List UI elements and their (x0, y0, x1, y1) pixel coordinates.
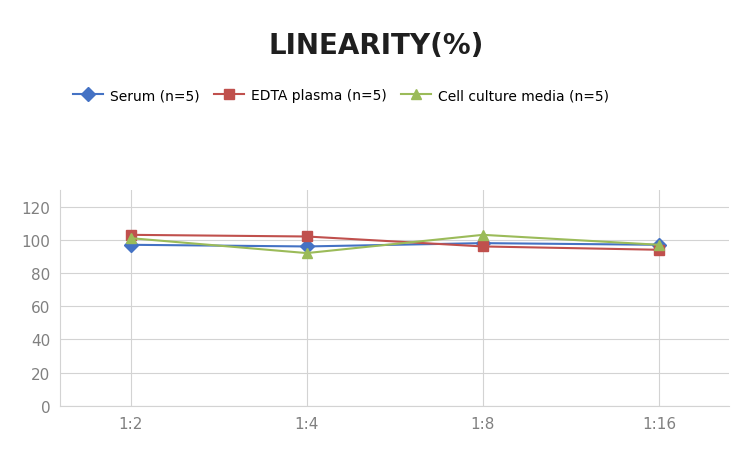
Serum (n=5) (654, 243, 663, 248)
Serum (n=5) (478, 241, 487, 246)
Cell culture media (n=5) (302, 251, 311, 256)
Serum (n=5) (126, 243, 135, 248)
Line: Cell culture media (n=5): Cell culture media (n=5) (126, 230, 664, 258)
Cell culture media (n=5) (654, 243, 663, 248)
Cell culture media (n=5) (478, 233, 487, 238)
Legend: Serum (n=5), EDTA plasma (n=5), Cell culture media (n=5): Serum (n=5), EDTA plasma (n=5), Cell cul… (67, 83, 615, 109)
EDTA plasma (n=5) (478, 244, 487, 249)
Cell culture media (n=5) (126, 236, 135, 241)
Line: EDTA plasma (n=5): EDTA plasma (n=5) (126, 230, 664, 255)
EDTA plasma (n=5) (654, 248, 663, 253)
EDTA plasma (n=5) (302, 234, 311, 239)
Serum (n=5) (302, 244, 311, 249)
Text: LINEARITY(%): LINEARITY(%) (268, 32, 484, 60)
Line: Serum (n=5): Serum (n=5) (126, 239, 664, 252)
EDTA plasma (n=5) (126, 233, 135, 238)
